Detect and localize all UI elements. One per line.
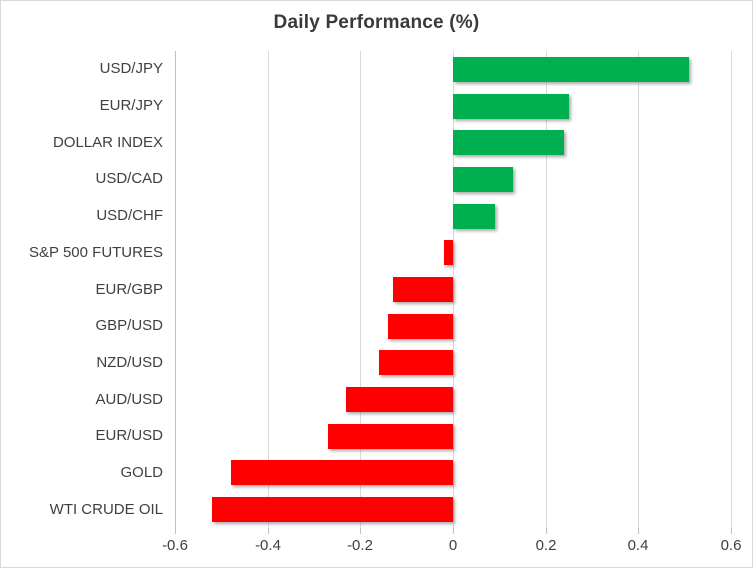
x-axis-tickmark [268,528,269,534]
bar-usd-cad [453,167,513,192]
gridline [731,51,732,528]
bar-usd-jpy [453,57,689,82]
x-tick-label: 0 [448,537,458,554]
x-tick-label: -0.2 [347,537,373,554]
category-label-eur-gbp: EUR/GBP [95,281,163,298]
axis-line [175,51,176,528]
category-label-wti-crude-oil: WTI CRUDE OIL [49,501,163,518]
chart-title: Daily Performance (%) [273,12,480,33]
category-label-usd-jpy: USD/JPY [99,60,163,77]
category-label-gold: GOLD [120,464,163,481]
category-label-eur-usd: EUR/USD [95,427,163,444]
plot-area [175,51,732,534]
category-label-usd-chf: USD/CHF [96,207,163,224]
bar-s-p-500-futures [444,240,453,265]
x-axis-tickmark [360,528,361,534]
x-axis-tickmark [453,528,454,534]
x-axis-tickmark [546,528,547,534]
bar-wti-crude-oil [212,497,453,522]
category-label-nzd-usd: NZD/USD [96,354,163,371]
gridline [546,51,547,528]
x-tick-label: -0.4 [255,537,281,554]
bar-aud-usd [346,387,453,412]
bar-gbp-usd [388,314,453,339]
gridline [360,51,361,528]
x-tick-label: -0.6 [162,537,188,554]
x-axis-tickmark [638,528,639,534]
bar-usd-chf [453,204,495,229]
category-label-eur-jpy: EUR/JPY [99,97,163,114]
x-tick-label: 0.6 [720,537,742,554]
category-label-usd-cad: USD/CAD [95,170,163,187]
category-label-s-p-500-futures: S&P 500 FUTURES [29,244,163,261]
x-tick-label: 0.2 [535,537,557,554]
gridline [638,51,639,528]
category-label-gbp-usd: GBP/USD [95,317,163,334]
gridline [268,51,269,528]
x-tick-label: 0.4 [627,537,649,554]
x-axis-tickmark [175,528,176,534]
category-label-dollar-index: DOLLAR INDEX [52,134,163,151]
bar-eur-usd [328,424,453,449]
bar-nzd-usd [379,350,453,375]
bar-eur-jpy [453,94,569,119]
bar-eur-gbp [393,277,453,302]
category-label-aud-usd: AUD/USD [95,391,163,408]
x-axis-tickmark [731,528,732,534]
bar-gold [231,460,453,485]
gridline [453,51,454,528]
bar-dollar-index [453,130,564,155]
